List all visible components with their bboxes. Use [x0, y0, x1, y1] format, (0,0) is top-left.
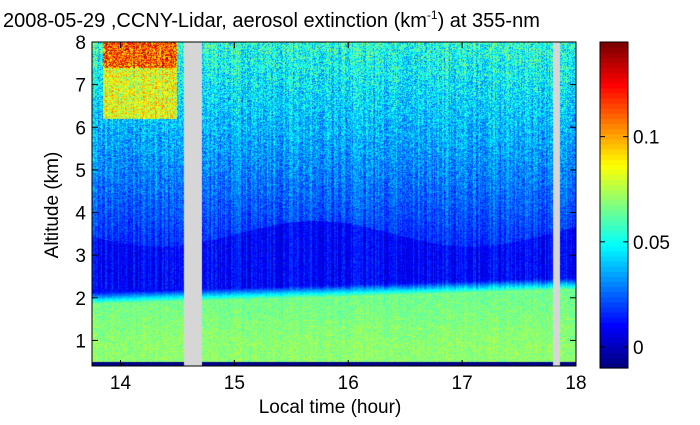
x-tick-label: 15 [224, 373, 245, 394]
colorbar-step [600, 92, 628, 99]
colorbar-ticks: 0 0.05 0.1 [600, 128, 670, 359]
colorbar-step [600, 154, 628, 160]
y-axis: 1 2 3 4 5 6 7 8 [75, 33, 576, 352]
colorbar-step [600, 113, 628, 120]
colorbar-step [600, 87, 628, 94]
colorbar-step [600, 128, 628, 135]
colorbar-step [600, 98, 628, 104]
x-axis-label: Local time (hour) [259, 397, 402, 418]
colorbar-step [600, 286, 628, 293]
colorbar-step [600, 103, 628, 109]
colorbar-step [600, 108, 628, 114]
y-tick-label: 5 [75, 161, 86, 182]
colorbar-step [600, 143, 628, 150]
y-tick-label: 8 [75, 33, 86, 54]
y-tick-label: 7 [75, 76, 86, 97]
colorbar-step [600, 362, 628, 369]
colorbar-step [600, 179, 628, 186]
colorbar-step [600, 271, 628, 277]
x-tick-label: 14 [110, 373, 132, 394]
colorbar-step [600, 57, 628, 63]
x-tick-label: 18 [565, 373, 586, 394]
colorbar-step [600, 352, 628, 359]
colorbar-step [600, 261, 628, 267]
x-tick-label: 17 [452, 373, 473, 394]
y-axis-label: Altitude (km) [42, 152, 63, 259]
colorbar-step [600, 332, 628, 339]
colorbar-step [600, 266, 628, 272]
colorbar-step [600, 199, 628, 206]
colorbar-step [600, 215, 628, 221]
colorbar-step [600, 281, 628, 288]
colorbar-step [600, 42, 628, 48]
colorbar-step [600, 342, 628, 349]
colorbar-tick-label: 0.1 [633, 128, 659, 149]
colorbar-tick-label: 0.05 [633, 233, 670, 254]
heatmap-image [92, 42, 576, 366]
colorbar-frame [599, 41, 629, 369]
colorbar-step [600, 164, 628, 170]
y-tick-label: 3 [75, 246, 86, 267]
colorbar-tick-label: 0 [633, 338, 644, 359]
colorbar-step [600, 291, 628, 298]
chart-title-superscript: -1 [427, 8, 438, 22]
colorbar-step [600, 357, 628, 364]
colorbar-step [600, 72, 628, 79]
chart-title-main: 2008-05-29 ,CCNY-Lidar, aerosol extincti… [3, 10, 427, 32]
colorbar-step [600, 220, 628, 226]
colorbar-step [600, 52, 628, 58]
colorbar-step [600, 255, 628, 262]
y-tick-label: 6 [75, 118, 86, 139]
colorbar [600, 42, 628, 369]
colorbar-step [600, 276, 628, 283]
colorbar-step [600, 67, 628, 74]
chart-title: 2008-05-29 ,CCNY-Lidar, aerosol extincti… [3, 8, 540, 32]
colorbar-step [600, 118, 628, 125]
colorbar-step [600, 337, 628, 344]
colorbar-step [600, 301, 628, 308]
colorbar-step [600, 148, 628, 155]
x-axis: 14 15 16 17 18 [110, 42, 587, 394]
colorbar-step [600, 47, 628, 53]
colorbar-step [600, 189, 628, 196]
plot-frame [91, 41, 577, 367]
colorbar-step [600, 296, 628, 303]
y-tick-label: 2 [75, 289, 86, 310]
colorbar-step [600, 306, 628, 313]
colorbar-step [600, 77, 628, 84]
colorbar-step [600, 174, 628, 181]
colorbar-step [600, 327, 628, 333]
colorbar-step [600, 317, 628, 323]
colorbar-step [600, 205, 628, 211]
colorbar-step [600, 82, 628, 89]
heatmap-raster [92, 42, 576, 366]
chart-title-suffix: ) at 355-nm [438, 10, 540, 32]
colorbar-step [600, 225, 628, 232]
y-tick-label: 4 [75, 204, 86, 225]
y-tick-label: 1 [75, 331, 86, 352]
colorbar-step [600, 159, 628, 165]
colorbar-step [600, 322, 628, 328]
x-tick-label: 16 [338, 373, 359, 394]
colorbar-step [600, 210, 628, 216]
colorbar-step [600, 347, 628, 354]
colorbar-step [600, 235, 628, 242]
colorbar-step [600, 169, 628, 176]
colorbar-step [600, 194, 628, 201]
colorbar-step [600, 138, 628, 145]
colorbar-step [600, 133, 628, 140]
colorbar-step [600, 250, 628, 257]
colorbar-step [600, 230, 628, 237]
colorbar-step [600, 245, 628, 252]
colorbar-step [600, 184, 628, 191]
colorbar-step [600, 311, 628, 318]
colorbar-step [600, 62, 628, 69]
colorbar-step [600, 240, 628, 247]
colorbar-step [600, 123, 628, 130]
